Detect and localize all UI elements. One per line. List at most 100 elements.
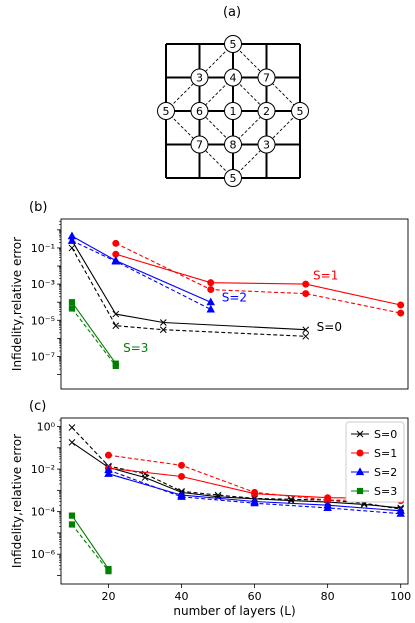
series-line: [71, 247, 306, 337]
node-circle: [224, 169, 242, 187]
panel-a-label: (a): [223, 5, 241, 20]
lattice-node: 8: [224, 135, 242, 154]
data-point: [207, 279, 215, 287]
panel-label: (b): [29, 200, 47, 215]
data-point: [356, 449, 364, 457]
lattice-node: 5: [224, 169, 242, 187]
series-line: [71, 240, 306, 331]
node-label: 6: [196, 105, 203, 118]
x-tick-label: 20: [101, 590, 115, 603]
node-label: 3: [196, 72, 203, 85]
node-circle: [190, 102, 209, 120]
lattice-node: 2: [257, 102, 276, 120]
lattice-node: 7: [190, 135, 209, 154]
data-point: [287, 497, 295, 504]
series-s3-solid: [68, 512, 112, 573]
node-label: 7: [196, 139, 203, 152]
data-point: [356, 487, 364, 495]
data-point: [214, 491, 222, 499]
lattice-node: 5: [224, 35, 242, 53]
plot-frame: [60, 417, 409, 585]
data-point: [178, 472, 186, 480]
dashed-inner-diamond: [198, 76, 268, 146]
series-annotation: S=0: [317, 320, 342, 334]
chart-c: (c) 10⁰ 10⁻² 10⁻⁴ 10⁻⁶ 20 40 60 80 100 Infidelity,…: [10, 399, 411, 618]
data-point: [177, 492, 186, 500]
y-tick-label: 10⁰: [37, 421, 56, 434]
series-s3-solid: [68, 299, 119, 367]
node-circle: [190, 68, 209, 87]
node-circle: [291, 102, 309, 120]
series-annotation: S=2: [222, 290, 247, 304]
dashed-outer-diamond: [165, 43, 301, 179]
data-point: [159, 326, 167, 334]
node-circle: [224, 135, 242, 154]
node-label: 3: [263, 139, 270, 152]
node-label: 5: [230, 172, 237, 185]
data-point: [302, 332, 310, 340]
data-point: [206, 304, 216, 313]
y-tick-label: 10⁻²: [31, 463, 55, 476]
node-circle: [224, 68, 242, 87]
data-point: [112, 362, 119, 370]
data-point: [68, 299, 76, 306]
node-circle: [257, 102, 276, 120]
data-point: [68, 439, 76, 446]
series-group: [68, 424, 405, 575]
data-point: [112, 239, 120, 247]
y-tick-label: 10⁻³: [31, 278, 55, 291]
chart-b: (b) 10⁻¹ 10⁻³ 10⁻⁵ 10⁻⁷ Infidelity,relative e…: [10, 200, 409, 390]
node-circle: [224, 35, 242, 53]
series-s0-solid: [68, 237, 310, 334]
data-point: [323, 503, 332, 511]
lattice-node: 7: [257, 68, 276, 87]
legend-box: [345, 421, 405, 503]
series-group: [67, 231, 405, 370]
node-label: 5: [230, 38, 237, 51]
y-tick-label: 10⁻⁴: [31, 506, 56, 519]
legend-item: S=0: [351, 428, 397, 441]
data-point: [302, 290, 310, 298]
node-label: 7: [263, 72, 270, 85]
node-label: 8: [230, 139, 237, 152]
data-point: [355, 467, 365, 476]
data-point: [104, 451, 112, 459]
lattice-node: 3: [190, 68, 209, 87]
lattice-node: 4: [224, 68, 242, 87]
lattice-node: 5: [157, 102, 175, 120]
data-point: [397, 309, 405, 317]
node-label: 2: [263, 105, 270, 118]
data-point: [112, 310, 120, 318]
data-point: [396, 509, 405, 517]
data-point: [68, 521, 76, 528]
data-point: [105, 568, 112, 575]
series-line: [71, 515, 109, 570]
data-point: [207, 286, 215, 294]
series-s2-dashed: [67, 236, 216, 313]
series-line: [71, 441, 401, 509]
data-point: [302, 280, 310, 288]
legend-label: S=1: [374, 447, 397, 460]
x-tick-label: 100: [390, 590, 411, 603]
series-s1-dashed: [112, 239, 405, 317]
data-point: [112, 322, 120, 330]
series-line: [115, 253, 401, 306]
lattice-node: 3: [257, 135, 276, 154]
node-label: 5: [163, 105, 170, 118]
node-circle: [190, 135, 209, 154]
y-tick-label: 10⁻⁵: [31, 314, 55, 327]
data-point: [67, 236, 77, 244]
data-point: [287, 495, 295, 503]
series-line: [71, 524, 109, 572]
legend-item: S=3: [351, 485, 397, 498]
lattice-diagram: (a) 5 3 4 7 5 6 1 2 5 7 8 3 5: [157, 5, 309, 187]
x-tick-label: 80: [321, 590, 335, 603]
data-point: [68, 512, 76, 519]
data-point: [302, 326, 310, 334]
legend-item: S=2: [351, 466, 397, 479]
data-point: [68, 244, 76, 252]
x-tick-label: 40: [175, 590, 189, 603]
data-point: [159, 319, 167, 326]
node-circle: [157, 102, 175, 120]
